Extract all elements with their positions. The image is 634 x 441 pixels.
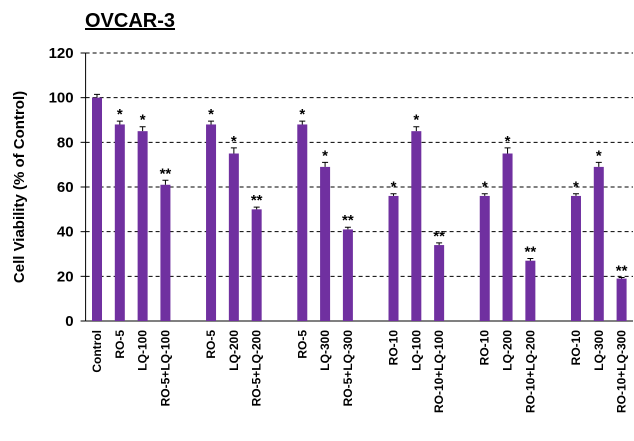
significance-label: * [482, 179, 488, 196]
y-tick-label: 80 [57, 134, 74, 151]
error-bar [390, 193, 397, 196]
bar [92, 97, 103, 322]
bar [411, 131, 422, 321]
significance-label: ** [160, 165, 172, 182]
x-tick-label: LQ-300 [592, 330, 606, 371]
x-tick-label: LQ-200 [227, 330, 241, 371]
bar [525, 260, 536, 321]
bar [479, 195, 490, 321]
bar [114, 124, 125, 321]
y-tick-label: 60 [57, 179, 74, 196]
x-tick-label: RO-10 [478, 330, 492, 366]
significance-label: ** [342, 212, 354, 229]
bar [342, 229, 353, 321]
bar [297, 124, 308, 321]
error-bar [139, 126, 146, 132]
bar [137, 131, 148, 321]
x-tick-label: RO-10+LQ-300 [615, 330, 629, 413]
error-bar [481, 193, 488, 196]
error-bar [413, 126, 420, 132]
significance-label: ** [616, 262, 628, 279]
significance-label: * [231, 133, 237, 150]
bar [593, 166, 604, 321]
x-tick-label: LQ-200 [501, 330, 515, 371]
x-tick-label: Control [90, 330, 104, 373]
x-tick-label: RO-5 [204, 330, 218, 359]
bar [228, 153, 239, 321]
y-tick-label: 100 [49, 90, 74, 107]
x-tick-label: LQ-100 [409, 330, 423, 371]
significance-label: * [117, 106, 123, 123]
error-bar [572, 193, 579, 196]
significance-label: * [413, 112, 419, 129]
significance-label: * [573, 179, 579, 196]
bar [616, 278, 627, 321]
chart-title: OVCAR-3 [85, 10, 175, 32]
y-axis-label: Cell Viability (% of Control) [11, 91, 28, 283]
significance-label: * [299, 106, 305, 123]
significance-label: * [322, 147, 328, 164]
bar [502, 153, 513, 321]
error-bar [618, 276, 625, 279]
error-bar [162, 179, 169, 185]
error-bar [299, 120, 306, 125]
y-tick-label: 0 [65, 313, 73, 330]
significance-label: ** [433, 228, 445, 245]
x-tick-label: RO-10+LQ-200 [523, 330, 537, 413]
x-tick-label: LQ-100 [136, 330, 150, 371]
x-tick-label: RO-5 [295, 330, 309, 359]
bar [388, 195, 399, 321]
error-bar [208, 120, 215, 125]
y-tick-label: 40 [57, 224, 74, 241]
significance-label: * [391, 179, 397, 196]
x-tick-label: RO-10 [569, 330, 583, 366]
significance-label: * [140, 112, 146, 129]
x-tick-label: RO-10 [387, 330, 401, 366]
error-bar [253, 206, 260, 210]
x-tick-label: RO-5 [113, 330, 127, 359]
x-tick-label: RO-5+LQ-300 [341, 330, 355, 407]
y-tick-label: 20 [57, 268, 74, 285]
error-bar [344, 226, 351, 230]
x-tick-label: RO-10+LQ-100 [432, 330, 446, 413]
y-tick-label: 120 [49, 45, 74, 62]
error-bar [322, 161, 329, 167]
significance-label: ** [525, 243, 537, 260]
error-bar [116, 120, 123, 125]
x-tick-label: LQ-300 [318, 330, 332, 371]
error-bar [230, 147, 237, 154]
significance-label: * [505, 133, 511, 150]
significance-label: * [596, 147, 602, 164]
bar [251, 209, 262, 321]
significance-label: * [208, 106, 214, 123]
error-bar [504, 147, 511, 154]
x-tick-label: RO-5+LQ-100 [158, 330, 172, 407]
bar [160, 184, 171, 321]
significance-label: ** [251, 192, 263, 209]
error-bar [595, 161, 602, 167]
bar [570, 195, 581, 321]
bar [434, 245, 445, 321]
error-bar [527, 257, 534, 261]
x-tick-label: RO-5+LQ-200 [250, 330, 264, 407]
bar [206, 124, 217, 321]
bar [320, 166, 331, 321]
error-bar [94, 93, 101, 98]
error-bar [436, 242, 443, 246]
